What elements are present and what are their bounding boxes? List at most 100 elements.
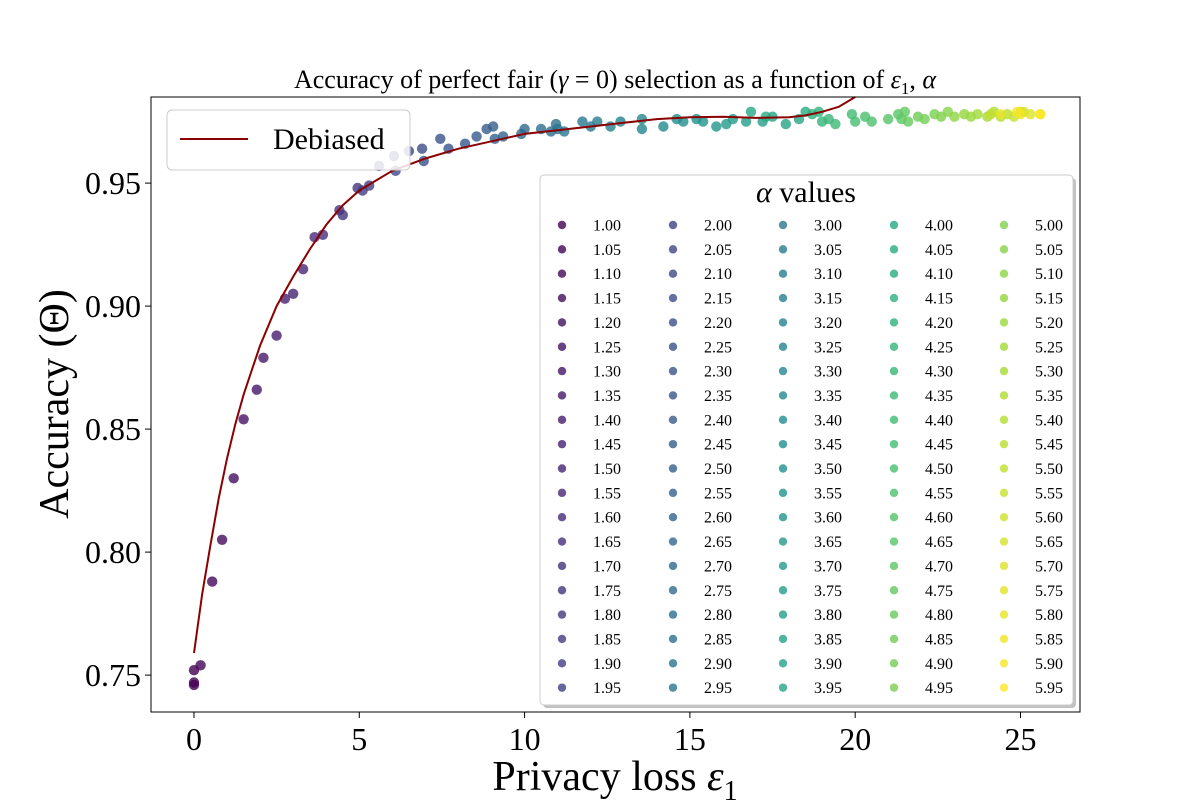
alpha-legend-marker-44 xyxy=(778,318,788,327)
alpha-legend-marker-93 xyxy=(999,537,1009,546)
alpha-legend-marker-77 xyxy=(889,634,899,644)
alpha-legend-marker-38 xyxy=(668,659,678,668)
alpha-legend-marker-0 xyxy=(557,220,567,230)
alpha-legend-label-56: 3.80 xyxy=(814,607,842,624)
alpha-legend-label-24: 2.20 xyxy=(704,315,732,332)
scatter-point-13 xyxy=(297,264,309,275)
alpha-legend-marker-31 xyxy=(668,488,678,498)
alpha-legend-label-49: 3.45 xyxy=(814,437,842,454)
alpha-legend-label-52: 3.60 xyxy=(814,510,842,527)
alpha-legend-label-35: 2.75 xyxy=(704,583,732,600)
alpha-legend-label-34: 2.70 xyxy=(704,558,732,575)
alpha-legend-marker-26 xyxy=(668,366,678,376)
alpha-legend-label-48: 3.40 xyxy=(814,412,842,429)
alpha-legend-label-72: 4.60 xyxy=(925,510,953,527)
alpha-legend-marker-91 xyxy=(999,488,1009,498)
alpha-legend-marker-86 xyxy=(999,366,1009,376)
alpha-legend-label-69: 4.45 xyxy=(925,437,953,454)
alpha-legend-label-19: 1.95 xyxy=(593,680,621,697)
alpha-legend-label-86: 5.30 xyxy=(1035,364,1063,381)
alpha-legend-label-27: 2.35 xyxy=(704,388,732,405)
alpha-legend-label-57: 3.85 xyxy=(814,631,842,648)
scatter-point-77 xyxy=(899,106,910,118)
y-tick-label-2: 0.85 xyxy=(85,411,141,447)
alpha-legend-marker-27 xyxy=(668,391,678,400)
scatter-point-25 xyxy=(416,143,428,154)
alpha-legend-marker-74 xyxy=(889,561,899,571)
scatter-point-12 xyxy=(288,288,299,299)
scatter-point-62 xyxy=(745,106,757,118)
alpha-legend-label-76: 4.80 xyxy=(925,607,953,624)
scatter-point-3 xyxy=(195,660,206,671)
alpha-legend-marker-3 xyxy=(557,293,567,303)
alpha-legend-label-95: 5.75 xyxy=(1035,583,1063,600)
alpha-legend-label-11: 1.55 xyxy=(593,485,621,502)
scatter-point-1 xyxy=(188,679,200,691)
x-tick-label-2: 10 xyxy=(509,721,541,757)
x-axis-label: Privacy loss ε1 xyxy=(492,754,737,800)
alpha-legend-marker-63 xyxy=(889,293,899,303)
alpha-legend-label-73: 4.65 xyxy=(925,534,953,551)
alpha-legend-label-0: 1.00 xyxy=(593,218,621,235)
alpha-legend-label-84: 5.20 xyxy=(1035,315,1063,332)
alpha-legend-marker-1 xyxy=(557,245,567,254)
alpha-legend-marker-30 xyxy=(668,464,678,473)
alpha-legend-label-31: 2.55 xyxy=(704,485,732,502)
alpha-legend-marker-80 xyxy=(999,220,1009,230)
alpha-legend-label-3: 1.15 xyxy=(593,291,621,308)
alpha-legend-label-59: 3.95 xyxy=(814,680,842,697)
alpha-legend-label-21: 2.05 xyxy=(704,242,732,259)
scatter-point-87 xyxy=(972,109,983,120)
y-tick-label-3: 0.90 xyxy=(85,288,141,324)
alpha-legend-label-60: 4.00 xyxy=(925,218,953,235)
alpha-legend-label-26: 2.30 xyxy=(704,364,732,381)
alpha-legend-marker-9 xyxy=(557,439,567,449)
alpha-legend-marker-43 xyxy=(778,293,788,303)
alpha-legend-marker-40 xyxy=(778,220,788,230)
debiased-line xyxy=(193,96,856,654)
alpha-legend-marker-17 xyxy=(557,634,567,644)
x-tick-label-5: 25 xyxy=(1004,721,1036,757)
alpha-legend-marker-24 xyxy=(668,318,678,327)
alpha-legend-label-33: 2.65 xyxy=(704,534,732,551)
axis-ticks: 0 5 10 15 20 25 0.75 0.80 0.85 0.90 0.95 xyxy=(85,165,1036,757)
alpha-legend-marker-11 xyxy=(557,488,567,498)
alpha-legend-marker-35 xyxy=(668,586,678,595)
scatter-point-73 xyxy=(866,116,877,127)
scatter-point-53 xyxy=(697,116,709,127)
x-tick-label-1: 5 xyxy=(351,721,367,757)
alpha-legend-label-9: 1.45 xyxy=(593,437,621,454)
alpha-legend-marker-98 xyxy=(999,659,1009,668)
alpha-legend-label-8: 1.40 xyxy=(593,412,621,429)
alpha-legend-entries: 1.00 1.05 1.10 1.15 1.20 1.25 1.30 1.35 1.40 1.45… xyxy=(557,218,1063,697)
alpha-legend-label-90: 5.50 xyxy=(1035,461,1063,478)
scatter-point-49 xyxy=(658,121,669,132)
alpha-legend-label-50: 3.50 xyxy=(814,461,842,478)
alpha-legend-marker-53 xyxy=(778,537,788,546)
alpha-legend-marker-32 xyxy=(668,513,678,522)
alpha-legend-label-62: 4.10 xyxy=(925,266,953,283)
alpha-legend-marker-67 xyxy=(889,391,899,400)
alpha-legend-label-89: 5.45 xyxy=(1035,437,1063,454)
alpha-legend-label-5: 1.25 xyxy=(593,339,621,356)
scatter-point-96 xyxy=(1025,109,1036,120)
scatter-point-54 xyxy=(711,121,722,132)
alpha-legend-label-2: 1.10 xyxy=(593,266,621,283)
alpha-legend-marker-41 xyxy=(778,245,788,254)
alpha-legend-marker-62 xyxy=(889,269,899,278)
alpha-legend-marker-20 xyxy=(668,220,678,230)
alpha-legend-marker-18 xyxy=(557,659,567,668)
alpha-legend-label-22: 2.10 xyxy=(704,266,732,283)
alpha-legend-marker-22 xyxy=(668,269,678,278)
alpha-legend-label-92: 5.60 xyxy=(1035,510,1063,527)
alpha-legend-marker-42 xyxy=(778,269,788,278)
scatter-point-80 xyxy=(919,113,930,125)
scatter-point-32 xyxy=(488,121,499,132)
alpha-legend-label-70: 4.50 xyxy=(925,461,953,478)
alpha-legend-label-79: 4.95 xyxy=(925,680,953,697)
alpha-legend-label-13: 1.65 xyxy=(593,534,621,551)
scatter-point-69 xyxy=(830,118,841,130)
alpha-legend-label-99: 5.95 xyxy=(1035,680,1063,697)
alpha-legend-marker-47 xyxy=(778,391,788,400)
alpha-legend-marker-50 xyxy=(778,464,788,473)
